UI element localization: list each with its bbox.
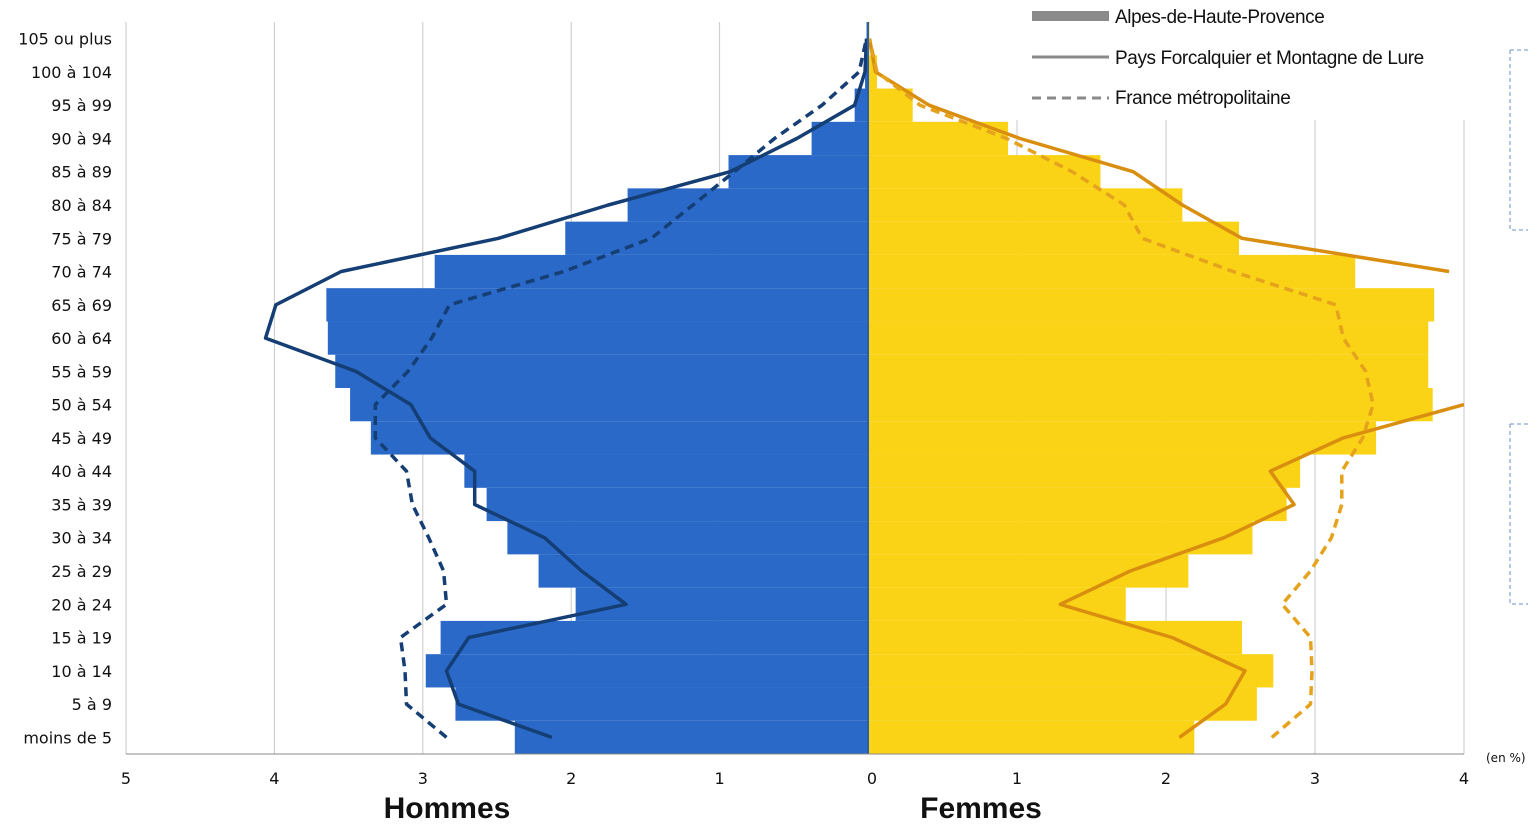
bar-men bbox=[434, 254, 868, 289]
bar-women bbox=[868, 221, 1240, 255]
age-label: 30 à 34 bbox=[51, 529, 112, 548]
bar-women bbox=[868, 288, 1435, 322]
x-tick-women: 4 bbox=[1459, 769, 1469, 788]
legend-label-france: France métropolitaine bbox=[1115, 88, 1290, 109]
bracket-lower bbox=[1509, 423, 1528, 605]
bar-women bbox=[868, 155, 1101, 189]
bar-men bbox=[455, 687, 868, 721]
age-label: 55 à 59 bbox=[51, 362, 112, 381]
bar-men bbox=[538, 554, 868, 588]
x-tick-women: 1 bbox=[1012, 769, 1022, 788]
age-label: 50 à 54 bbox=[51, 396, 112, 415]
bar-men bbox=[811, 121, 868, 156]
bar-men bbox=[326, 288, 869, 322]
bar-men bbox=[350, 388, 869, 422]
age-label: 75 à 79 bbox=[51, 229, 112, 248]
bar-women bbox=[868, 487, 1287, 522]
bar-women bbox=[868, 654, 1274, 688]
lines-layer bbox=[263, 38, 1465, 740]
bar-men bbox=[335, 354, 868, 388]
x-tick-women: 3 bbox=[1310, 769, 1320, 788]
age-label: 90 à 94 bbox=[51, 129, 112, 148]
legend: Alpes-de-Haute-Provence Pays Forcalquier… bbox=[994, 0, 1498, 120]
bar-men bbox=[370, 421, 868, 455]
bracket-upper bbox=[1509, 49, 1528, 231]
age-label: 70 à 74 bbox=[51, 263, 112, 282]
bars-layer bbox=[326, 22, 1435, 754]
bar-women bbox=[868, 321, 1429, 355]
line-france-women bbox=[867, 38, 1375, 739]
x-tick-labels: 5 4 3 2 1 0 1 2 3 4 bbox=[121, 769, 1469, 788]
legend-bar-swatch bbox=[1032, 11, 1109, 21]
bar-women bbox=[868, 454, 1301, 488]
x-tick-men: 4 bbox=[269, 769, 279, 788]
bar-women bbox=[868, 554, 1189, 588]
bar-women bbox=[868, 620, 1242, 655]
x-tick-women: 0 bbox=[867, 769, 877, 788]
bar-women bbox=[868, 55, 877, 89]
bar-men bbox=[627, 188, 868, 222]
femmes-label: Femmes bbox=[920, 792, 1042, 825]
bar-women bbox=[868, 421, 1377, 455]
unit-label: (en %) bbox=[1486, 751, 1526, 765]
age-label: 105 ou plus bbox=[18, 30, 112, 49]
bar-women bbox=[868, 88, 913, 122]
age-label: 10 à 14 bbox=[51, 662, 112, 681]
bar-women bbox=[868, 188, 1183, 222]
bar-women bbox=[868, 388, 1433, 422]
age-label: 5 à 9 bbox=[72, 695, 112, 714]
age-label: 85 à 89 bbox=[51, 163, 112, 182]
age-label: 45 à 49 bbox=[51, 429, 112, 448]
age-label: moins de 5 bbox=[23, 728, 112, 747]
bar-women bbox=[868, 687, 1257, 721]
x-tick-men: 1 bbox=[715, 769, 725, 788]
age-label: 95 à 99 bbox=[51, 96, 112, 115]
age-label: 60 à 64 bbox=[51, 329, 112, 348]
age-label: 40 à 44 bbox=[51, 462, 112, 481]
age-labels: moins de 5 5 à 9 10 à 14 15 à 19 20 à 24 25 à… bbox=[18, 30, 112, 748]
age-label: 15 à 19 bbox=[51, 629, 112, 648]
x-tick-women: 2 bbox=[1161, 769, 1171, 788]
legend-label-alpes: Alpes-de-Haute-Provence bbox=[1115, 7, 1324, 28]
x-tick-men: 2 bbox=[566, 769, 576, 788]
bar-men bbox=[327, 321, 869, 355]
hommes-label: Hommes bbox=[384, 792, 511, 825]
bar-women bbox=[868, 254, 1356, 289]
age-label: 25 à 29 bbox=[51, 562, 112, 581]
age-label: 20 à 24 bbox=[51, 595, 112, 614]
bar-men bbox=[565, 221, 868, 255]
bar-men bbox=[507, 521, 868, 555]
bar-men bbox=[464, 454, 868, 488]
age-label: 65 à 69 bbox=[51, 296, 112, 315]
age-label: 80 à 84 bbox=[51, 196, 112, 215]
x-tick-men: 5 bbox=[121, 769, 131, 788]
bar-men bbox=[514, 720, 868, 754]
bar-men bbox=[440, 620, 868, 655]
bar-men bbox=[486, 487, 868, 522]
bar-women bbox=[868, 720, 1195, 754]
legend-label-pays: Pays Forcalquier et Montagne de Lure bbox=[1115, 48, 1424, 69]
bar-men bbox=[425, 654, 868, 688]
line-pays-men bbox=[263, 38, 869, 740]
age-label: 35 à 39 bbox=[51, 495, 112, 514]
bar-women bbox=[868, 354, 1429, 388]
x-tick-men: 3 bbox=[418, 769, 428, 788]
age-label: 100 à 104 bbox=[31, 63, 112, 82]
